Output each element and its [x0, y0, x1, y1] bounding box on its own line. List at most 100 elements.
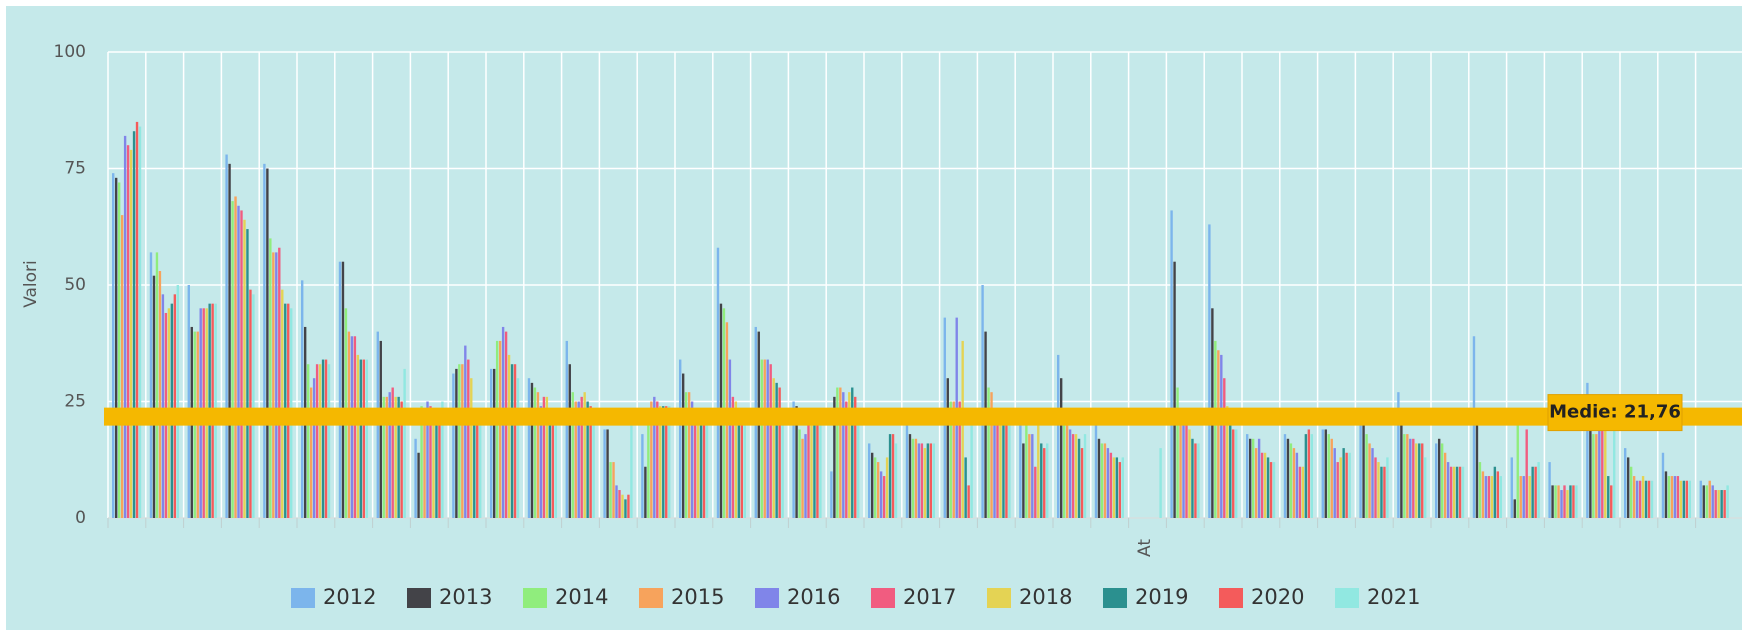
bar [1307, 429, 1311, 518]
bar [967, 485, 970, 518]
bar [1386, 457, 1389, 518]
bar [1513, 499, 1516, 518]
bar [176, 285, 180, 518]
bar [868, 443, 871, 518]
bar [1380, 466, 1383, 518]
bar [1383, 466, 1386, 518]
bar [1661, 452, 1665, 518]
bar [987, 387, 990, 518]
bar [1726, 485, 1729, 518]
bar [684, 392, 688, 518]
bar [356, 354, 360, 518]
bar [1223, 378, 1226, 518]
bar [1025, 424, 1028, 518]
bar [269, 238, 272, 518]
bar [123, 135, 127, 518]
bar [1289, 443, 1293, 518]
bar [152, 275, 156, 518]
legend-swatch [523, 588, 547, 608]
bar [1575, 485, 1578, 518]
x-axis-label: At [1135, 539, 1155, 557]
bar [1699, 480, 1702, 518]
bar [117, 182, 121, 519]
bar [1560, 490, 1563, 518]
bar [1286, 438, 1290, 518]
bar [1232, 429, 1235, 518]
bar [1254, 448, 1258, 518]
bar [1068, 429, 1072, 518]
bar [592, 424, 595, 518]
bar [656, 401, 659, 518]
bar [565, 340, 568, 518]
bar [1641, 476, 1645, 518]
bar [1461, 466, 1465, 518]
bar [836, 387, 839, 518]
bar [1083, 434, 1087, 518]
bar [929, 443, 933, 518]
bar [961, 340, 964, 518]
bar [1455, 466, 1459, 518]
bar [1598, 424, 1601, 518]
bar [1519, 476, 1522, 518]
bar [1610, 485, 1613, 518]
bar [318, 364, 322, 518]
bar [1720, 490, 1723, 518]
bar [1510, 457, 1513, 518]
bar [1458, 466, 1462, 518]
bar [615, 485, 618, 518]
bar [993, 415, 996, 518]
bar [716, 247, 720, 518]
bar [589, 406, 592, 518]
bar [1586, 382, 1589, 518]
bar [1327, 434, 1330, 518]
bar [1031, 434, 1034, 518]
bar [1002, 424, 1005, 518]
bar [580, 396, 583, 518]
bar [1037, 424, 1040, 518]
bar [833, 396, 836, 518]
bar [873, 457, 877, 518]
bar [1170, 210, 1173, 518]
legend-label: 2020 [1251, 585, 1304, 609]
bar [1705, 485, 1708, 518]
bar [1179, 415, 1182, 518]
bar [414, 438, 417, 518]
bar [583, 392, 586, 518]
bar [665, 406, 668, 518]
bar [533, 387, 537, 518]
bar [964, 457, 967, 518]
bar [129, 149, 133, 519]
bar [1251, 438, 1255, 518]
bar [1109, 452, 1113, 518]
bar [854, 396, 857, 518]
bar [1554, 485, 1557, 518]
bar [1272, 462, 1276, 518]
bar [1019, 424, 1022, 518]
bar [681, 373, 685, 518]
bar [507, 354, 511, 518]
bar [359, 359, 363, 518]
bar [1342, 448, 1345, 518]
bar [1208, 224, 1211, 519]
bar [905, 424, 909, 518]
bar [1022, 443, 1025, 518]
bar [263, 163, 266, 518]
bar [490, 368, 493, 518]
bar [876, 462, 880, 518]
bar [114, 177, 118, 518]
bar [958, 401, 961, 518]
bar [1418, 443, 1421, 518]
bar [1365, 434, 1368, 518]
bar [400, 401, 403, 518]
bar [1664, 471, 1668, 518]
bar [1214, 340, 1217, 518]
bar [1679, 480, 1683, 518]
y-axis-label: Valori [21, 260, 41, 308]
bar [839, 387, 842, 518]
bar [609, 462, 612, 518]
bar [1336, 462, 1339, 518]
bar [795, 406, 798, 518]
bar [1397, 392, 1400, 518]
bar [679, 359, 682, 518]
bar [1424, 457, 1427, 518]
